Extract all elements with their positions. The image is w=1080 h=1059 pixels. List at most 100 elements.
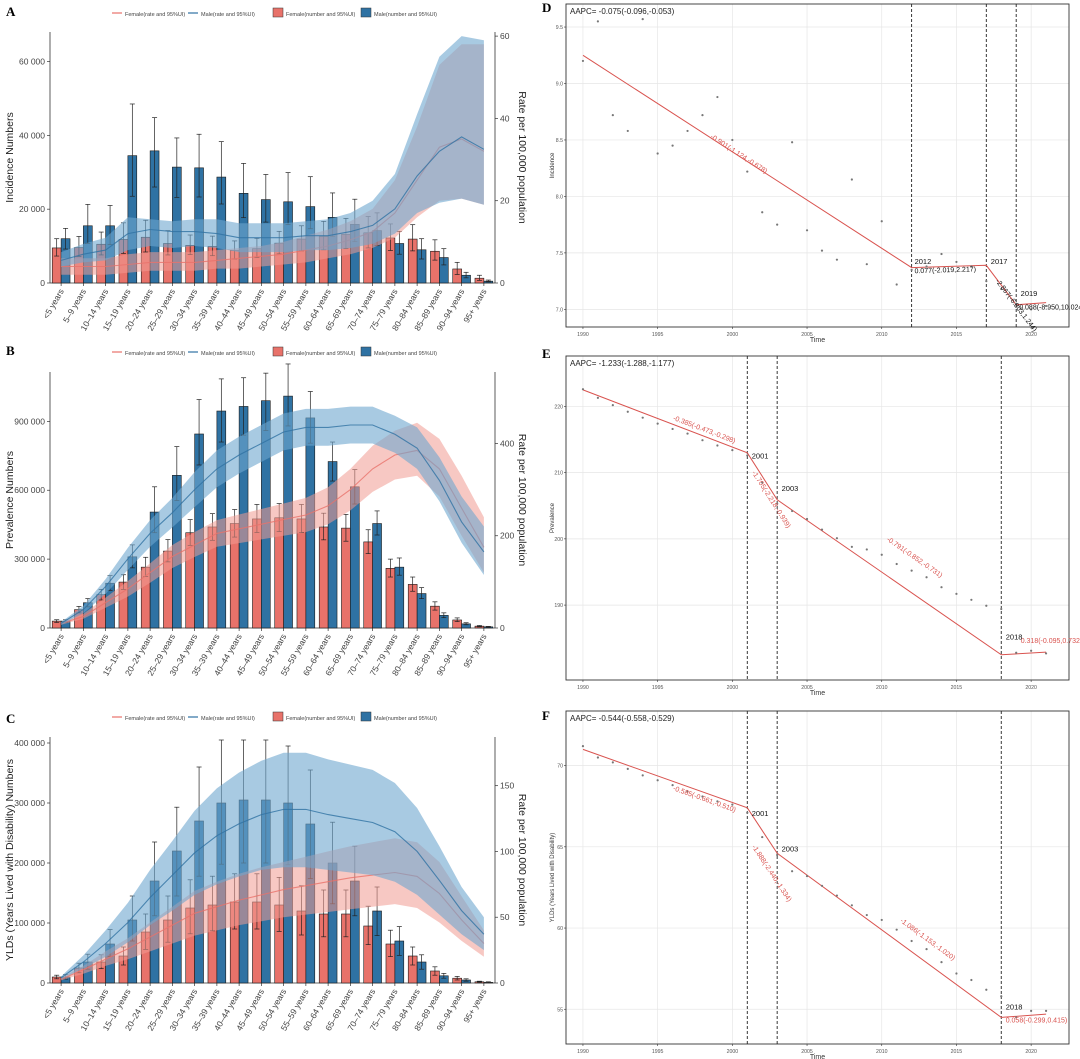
data-point xyxy=(611,114,614,117)
data-point xyxy=(701,439,704,442)
y-axis-title: Prevalence xyxy=(550,502,556,533)
data-point xyxy=(1044,304,1048,308)
legend-label-male_number: Male(number and 95%UI) xyxy=(374,716,437,722)
y-axis-title: YLDs (Years Lived with Disability) Numbe… xyxy=(4,759,16,961)
data-point xyxy=(671,144,674,147)
data-point xyxy=(850,904,853,907)
data-point xyxy=(791,509,794,513)
rate-line-male xyxy=(60,424,485,624)
right-tick-label: 150 xyxy=(500,781,514,791)
data-point xyxy=(581,59,585,63)
data-point xyxy=(970,598,973,601)
data-point xyxy=(925,576,928,579)
breakpoint-year: 2019 xyxy=(1021,289,1038,298)
breakpoint-year: 2003 xyxy=(782,484,799,493)
x-tick-label: 2020 xyxy=(1025,1049,1037,1055)
y-tick-label: 8.0 xyxy=(556,194,563,200)
bar-male xyxy=(372,523,382,629)
data-point xyxy=(641,18,644,21)
legend-label-male_number: Male(number and 95%UI) xyxy=(374,12,437,18)
aapc-label: AAPC= -0.075(-0.096,-0.053) xyxy=(570,7,675,16)
legend-label-female_number: Female(number and 95%UI) xyxy=(286,716,356,722)
panel-f: F 1990 1995 2000 2005 2010 2015 2020 55 60 65 70 Tim… xyxy=(542,708,1070,1059)
data-point xyxy=(1000,607,1003,611)
data-point xyxy=(626,767,629,770)
data-point xyxy=(1030,308,1033,311)
data-point xyxy=(776,502,779,505)
x-tick-label: 1990 xyxy=(577,1049,589,1055)
panel-c: C Female(rate and 95%UI) Male(rate and 95%… xyxy=(4,711,528,1033)
breakpoint-year: 2001 xyxy=(752,809,769,818)
data-point xyxy=(865,913,868,917)
breakpoint-year: 2003 xyxy=(782,845,799,854)
rate-line-male xyxy=(60,136,485,261)
panel-e: E 1990 1995 2000 2005 2010 2015 2020 190 200 210 22… xyxy=(542,346,1080,697)
y-tick-label: 9.5 xyxy=(556,25,563,31)
left-tick-label: 60 000 xyxy=(19,57,45,67)
y-tick-label: 190 xyxy=(554,603,563,609)
breakpoint-labels: 2001 2003 2018 xyxy=(752,809,1023,1011)
left-axis: 0 300 000 600 000 900 000 Prevalence Numbers xyxy=(4,372,51,633)
data-point xyxy=(746,454,749,457)
gridlines xyxy=(566,4,1069,327)
x-tick-label: 2005 xyxy=(801,685,813,691)
breakpoint-year: 2018 xyxy=(1006,1002,1023,1011)
x-tick-label: 2015 xyxy=(951,685,963,691)
y-tick-label: 8.5 xyxy=(556,138,563,144)
data-point xyxy=(746,811,749,814)
bar-female xyxy=(341,527,351,629)
data-point xyxy=(596,756,599,759)
left-tick-label: 20 000 xyxy=(19,204,45,214)
data-point xyxy=(656,422,659,425)
left-tick-label: 0 xyxy=(40,623,45,633)
rate-series xyxy=(60,36,485,275)
rate-series xyxy=(60,752,485,981)
data-point xyxy=(686,129,689,133)
data-point xyxy=(1000,287,1003,291)
rate-band-male xyxy=(61,36,484,267)
joinpoints xyxy=(746,356,1002,680)
data-point xyxy=(940,586,943,589)
right-tick-label: 200 xyxy=(500,531,514,541)
x-tick-label: 1995 xyxy=(652,332,664,338)
observed-points xyxy=(581,18,1048,311)
legend-label-female_number: Female(number and 95%UI) xyxy=(286,12,356,18)
data-point xyxy=(805,517,809,521)
left-tick-label: 100 000 xyxy=(14,918,45,928)
aapc-label: AAPC= -0.544(-0.558,-0.529) xyxy=(570,714,675,723)
legend-swatch-female_number xyxy=(272,7,284,18)
data-point xyxy=(1015,1016,1018,1019)
axes: 1990 1995 2000 2005 2010 2015 2020 55 60 65 70 Time… xyxy=(550,764,1037,1059)
data-point xyxy=(581,745,585,748)
y-tick-label: 200 xyxy=(554,537,563,543)
data-point xyxy=(895,928,898,931)
right-tick-label: 60 xyxy=(500,31,510,41)
x-tick-label: 2000 xyxy=(727,1049,739,1055)
x-tick-label: 2015 xyxy=(951,332,963,338)
x-tick-label: 2010 xyxy=(876,1049,888,1055)
data-point xyxy=(805,229,809,232)
right-tick-label: 0 xyxy=(500,278,505,288)
panel-label: D xyxy=(542,0,551,15)
x-tick-label: 2010 xyxy=(876,332,888,338)
data-point xyxy=(581,388,585,391)
fitted-line xyxy=(582,748,1047,1018)
left-tick-label: 200 000 xyxy=(14,858,45,868)
data-point xyxy=(925,265,928,268)
x-axis-title: Time xyxy=(810,690,825,697)
data-point xyxy=(985,604,988,607)
data-point xyxy=(880,553,883,556)
legend-swatch-male_number xyxy=(360,7,372,18)
right-axis: 0 200 400 Rate per 100,000 population xyxy=(494,372,528,633)
legend-label-female_rate: Female(rate and 95%UI) xyxy=(125,716,185,722)
y-tick-label: 65 xyxy=(557,845,563,851)
right-tick-label: 100 xyxy=(500,846,514,856)
data-point xyxy=(880,918,883,922)
data-point xyxy=(746,170,749,173)
legend-swatch-male_number xyxy=(360,711,372,722)
data-point xyxy=(686,790,689,793)
legend: Female(rate and 95%UI) Male(rate and 95%U… xyxy=(112,711,437,722)
breakpoint-labels: 2012 2017 2019 xyxy=(915,257,1038,298)
data-point xyxy=(626,410,629,413)
data-point xyxy=(910,569,913,572)
